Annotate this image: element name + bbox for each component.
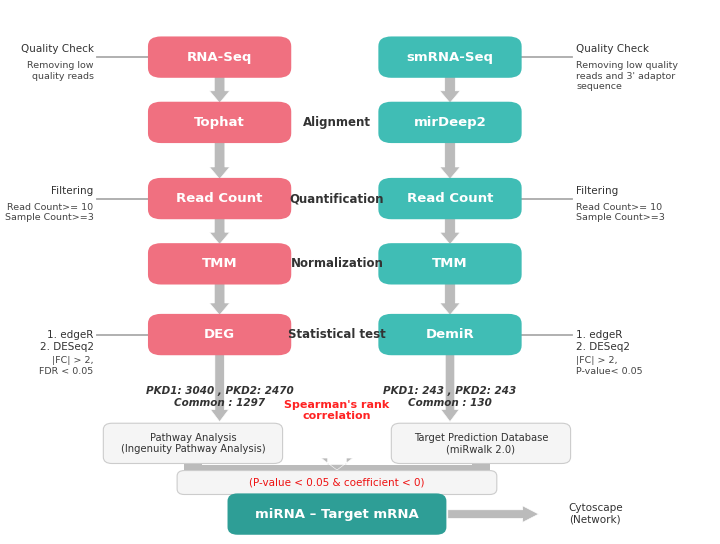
FancyBboxPatch shape [392,423,571,463]
Text: Spearman's rank
correlation: Spearman's rank correlation [284,400,390,422]
Text: PKD1: 243 , PKD2: 243
Common : 130: PKD1: 243 , PKD2: 243 Common : 130 [383,386,517,408]
Text: PKD1: 3040 , PKD2: 2470
Common : 1297: PKD1: 3040 , PKD2: 2470 Common : 1297 [145,386,294,408]
Text: TMM: TMM [202,257,238,270]
Polygon shape [441,354,459,422]
Polygon shape [440,142,460,179]
Bar [184,462,202,472]
Text: Removing low quality
reads and 3' adaptor
sequence: Removing low quality reads and 3' adapto… [576,61,678,91]
Polygon shape [321,458,353,470]
Polygon shape [440,77,460,103]
Text: Pathway Analysis
(Ingenuity Pathway Analysis): Pathway Analysis (Ingenuity Pathway Anal… [121,432,265,454]
Text: Read Count>= 10
Sample Count>=3: Read Count>= 10 Sample Count>=3 [576,203,665,222]
Polygon shape [210,354,229,422]
Text: Target Prediction Database
(miRwalk 2.0): Target Prediction Database (miRwalk 2.0) [414,432,548,454]
Text: DemiR: DemiR [426,328,474,341]
FancyBboxPatch shape [148,102,291,143]
Text: 1. edgeR
2. DESeq2: 1. edgeR 2. DESeq2 [40,330,94,352]
Text: |FC| > 2,
FDR < 0.05: |FC| > 2, FDR < 0.05 [40,356,94,376]
Polygon shape [440,283,460,315]
Text: Quality Check: Quality Check [576,45,649,54]
Bar [472,462,490,472]
FancyBboxPatch shape [148,243,291,285]
Text: Cytoscape
(Network): Cytoscape (Network) [569,503,624,525]
FancyBboxPatch shape [379,314,521,355]
FancyBboxPatch shape [148,178,291,219]
Text: Read Count: Read Count [407,192,493,205]
FancyBboxPatch shape [379,102,521,143]
Bar [184,465,490,479]
Text: Removing low
quality reads: Removing low quality reads [27,61,94,81]
Text: Quantification: Quantification [289,192,384,205]
Text: Alignment: Alignment [303,116,371,129]
Text: Normalization: Normalization [291,257,383,270]
Text: TMM: TMM [432,257,468,270]
FancyBboxPatch shape [379,178,521,219]
Text: 1. edgeR
2. DESeq2: 1. edgeR 2. DESeq2 [576,330,630,352]
Text: Read Count: Read Count [176,192,263,205]
Text: Read Count>= 10
Sample Count>=3: Read Count>= 10 Sample Count>=3 [5,203,94,222]
Text: |FC| > 2,
P-value< 0.05: |FC| > 2, P-value< 0.05 [576,356,643,376]
Polygon shape [440,218,460,244]
Text: Quality Check: Quality Check [21,45,94,54]
Polygon shape [210,283,230,315]
FancyBboxPatch shape [148,36,291,78]
FancyBboxPatch shape [379,243,521,285]
Text: RNA-Seq: RNA-Seq [187,51,252,64]
FancyBboxPatch shape [228,493,446,535]
Text: Statistical test: Statistical test [288,328,386,341]
FancyBboxPatch shape [104,423,283,463]
Text: Tophat: Tophat [194,116,245,129]
Text: Filtering: Filtering [576,186,618,196]
Polygon shape [448,506,539,522]
FancyBboxPatch shape [379,36,521,78]
FancyBboxPatch shape [177,471,497,494]
Text: Filtering: Filtering [51,186,94,196]
Polygon shape [327,480,347,493]
Polygon shape [210,77,230,103]
Text: DEG: DEG [204,328,235,341]
Polygon shape [210,142,230,179]
Text: (P-value < 0.05 & coefficient < 0): (P-value < 0.05 & coefficient < 0) [249,478,425,487]
Polygon shape [210,218,230,244]
Text: miRNA – Target mRNA: miRNA – Target mRNA [255,508,419,521]
Text: mirDeep2: mirDeep2 [413,116,487,129]
FancyBboxPatch shape [148,314,291,355]
Text: smRNA-Seq: smRNA-Seq [407,51,493,64]
